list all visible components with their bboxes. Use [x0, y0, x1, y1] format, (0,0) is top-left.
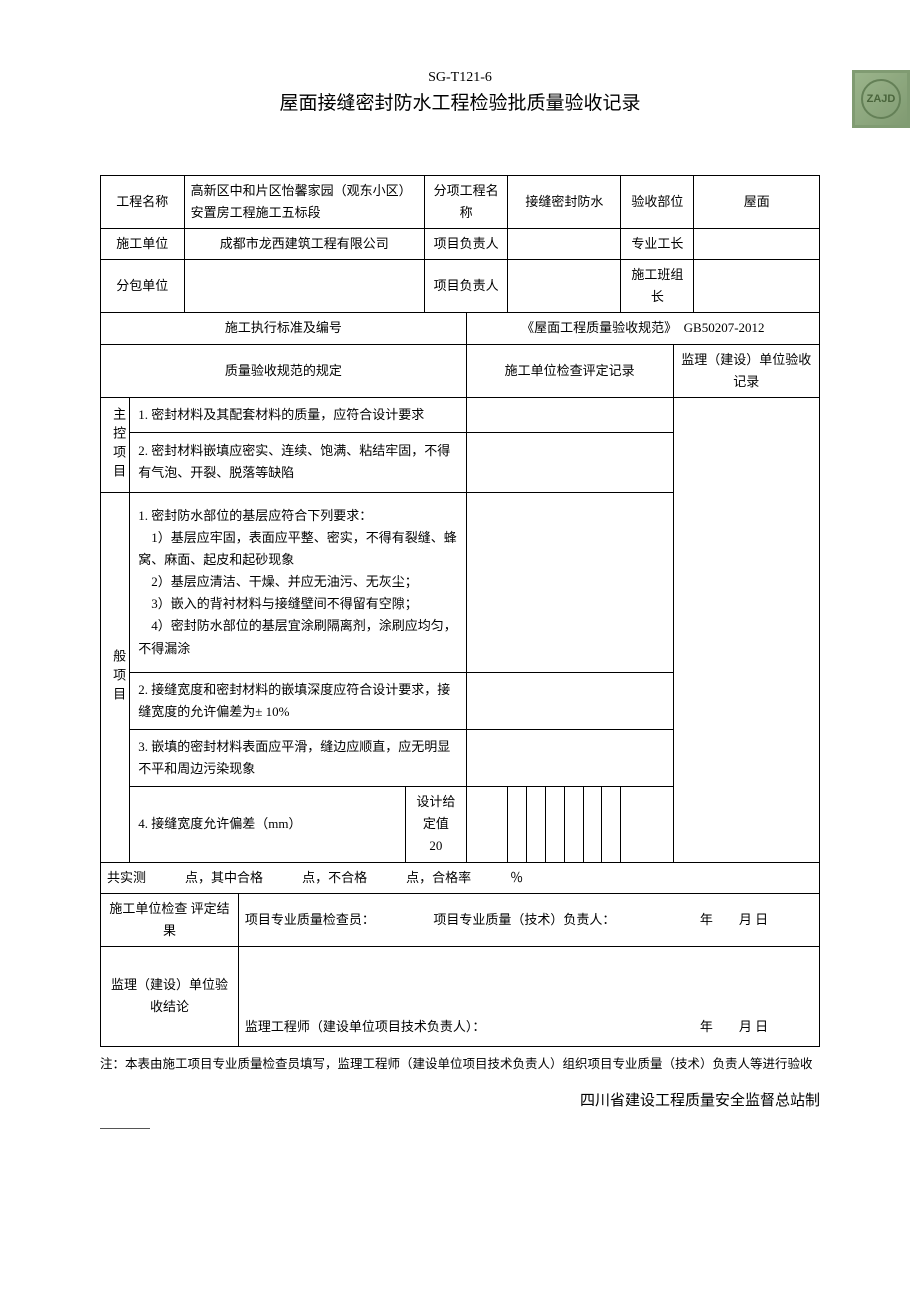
row-subcontract: 分包单位 项目负责人 施工班组长: [101, 260, 820, 313]
general-item-1-check: [466, 492, 673, 672]
label-foreman: 专业工长: [621, 229, 694, 260]
colhead-spec: 质量验收规范的规定: [101, 344, 467, 397]
general-item-2-check: [466, 672, 673, 729]
label-accept-part: 验收部位: [621, 176, 694, 229]
measure-seg1: 点，其中合格: [185, 870, 263, 885]
label-pm2: 项目负责人: [424, 260, 508, 313]
label-sub-project: 分项工程名称: [424, 176, 508, 229]
general-item-3: 3. 嵌填的密封材料表面应平滑，缝边应顺直，应无明显不平和周边污染现象: [130, 730, 466, 787]
sig1-content: 项目专业质量检查员： 项目专业质量（技术）负责人： 年 月 日: [238, 893, 819, 946]
measure-seg2: 点，不合格: [302, 870, 367, 885]
general-item-3-check: [466, 730, 673, 787]
document-code: SG-T121-6: [100, 70, 820, 86]
g4-cell-6: [583, 787, 602, 862]
value-project-name: 高新区中和片区怡馨家园（观东小区）安置房工程施工五标段: [184, 176, 424, 229]
document-title: 屋面接缝密封防水工程检验批质量验收记录: [100, 88, 820, 115]
label-standard: 施工执行标准及编号: [101, 313, 467, 344]
value-foreman: [694, 229, 820, 260]
row-column-headers: 质量验收规范的规定 施工单位检查评定记录 监理（建设）单位验收记录: [101, 344, 820, 397]
value-standard: 《屋面工程质量验收规范》 GB50207-2012: [466, 313, 819, 344]
value-sub-project: 接缝密封防水: [508, 176, 621, 229]
row-measure: 共实测 点，其中合格 点，不合格 点，合格率 ％: [101, 862, 820, 893]
label-project-name: 工程名称: [101, 176, 185, 229]
g4-cell-4: [546, 787, 565, 862]
label-teamleader: 施工班组长: [621, 260, 694, 313]
general-item-2: 2. 接缝宽度和密封材料的嵌填深度应符合设计要求，接缝宽度的允许偏差为± 10%: [130, 672, 466, 729]
g4-cell-1: [466, 787, 508, 862]
value-accept-part: 屋面: [694, 176, 820, 229]
general-item-4-design: 设计给定值 20: [406, 787, 467, 862]
colhead-check-record: 施工单位检查评定记录: [466, 344, 673, 397]
measure-unit: ％: [510, 870, 523, 885]
g4-cell-2: [508, 787, 527, 862]
main-item-2: 2. 密封材料嵌填应密实、连续、饱满、粘结牢固，不得有气泡、开裂、脱落等缺陷: [130, 432, 466, 492]
value-teamleader: [694, 260, 820, 313]
value-construct-unit: 成都市龙西建筑工程有限公司: [184, 229, 424, 260]
footer-rule: [100, 1128, 150, 1129]
measure-prefix: 共实测: [107, 870, 146, 885]
sig2-label: 监理（建设）单位验收结论: [101, 946, 239, 1046]
stamp-text: ZAJD: [861, 79, 901, 119]
row-sig-supervisor: 监理（建设）单位验收结论 监理工程师（建设单位项目技术负责人）： 年 月 日: [101, 946, 820, 1046]
sig2-content: 监理工程师（建设单位项目技术负责人）： 年 月 日: [238, 946, 819, 1046]
g4-cell-8: [621, 787, 673, 862]
row-project-name: 工程名称 高新区中和片区怡馨家园（观东小区）安置房工程施工五标段 分项工程名称 …: [101, 176, 820, 229]
measure-seg3: 点，合格率: [406, 870, 471, 885]
main-table: 工程名称 高新区中和片区怡馨家园（观东小区）安置房工程施工五标段 分项工程名称 …: [100, 175, 820, 1047]
row-construct-unit: 施工单位 成都市龙西建筑工程有限公司 项目负责人 专业工长: [101, 229, 820, 260]
g4-cell-5: [564, 787, 583, 862]
main-item-1: 1. 密封材料及其配套材料的质量，应符合设计要求: [130, 397, 466, 432]
supervisor-record-cell: [673, 397, 819, 862]
label-subcontract: 分包单位: [101, 260, 185, 313]
value-subcontract: [184, 260, 424, 313]
row-standard: 施工执行标准及编号 《屋面工程质量验收规范》 GB50207-2012: [101, 313, 820, 344]
general-item-4: 4. 接缝宽度允许偏差（mm）: [130, 787, 406, 862]
main-item-2-check: [466, 432, 673, 492]
g4-design-value: 20: [429, 838, 442, 853]
row-sig-construct: 施工单位检查 评定结果 项目专业质量检查员： 项目专业质量（技术）负责人： 年 …: [101, 893, 820, 946]
stamp-icon: ZAJD: [852, 70, 910, 128]
value-pm2: [508, 260, 621, 313]
main-item-1-check: [466, 397, 673, 432]
label-general-items: 般项目: [101, 492, 130, 862]
sig1-label: 施工单位检查 评定结果: [101, 893, 239, 946]
g4-cell-3: [527, 787, 546, 862]
label-pm: 项目负责人: [424, 229, 508, 260]
g4-cell-7: [602, 787, 621, 862]
spacer: [100, 125, 820, 175]
footer-org: 四川省建设工程质量安全监督总站制: [100, 1089, 820, 1110]
document-header: SG-T121-6 屋面接缝密封防水工程检验批质量验收记录 ZAJD: [100, 70, 820, 115]
general-item-1: 1. 密封防水部位的基层应符合下列要求： 1）基层应牢固，表面应平整、密实，不得…: [130, 492, 466, 672]
row-main-1: 主控项目 1. 密封材料及其配套材料的质量，应符合设计要求: [101, 397, 820, 432]
footnote: 注：本表由施工项目专业质量检查员填写，监理工程师（建设单位项目技术负责人）组织项…: [100, 1053, 820, 1076]
label-main-items: 主控项目: [101, 397, 130, 492]
colhead-supervisor-record: 监理（建设）单位验收记录: [673, 344, 819, 397]
label-construct-unit: 施工单位: [101, 229, 185, 260]
measure-summary: 共实测 点，其中合格 点，不合格 点，合格率 ％: [101, 862, 820, 893]
value-pm: [508, 229, 621, 260]
g4-design-label: 设计给定值: [416, 794, 455, 831]
